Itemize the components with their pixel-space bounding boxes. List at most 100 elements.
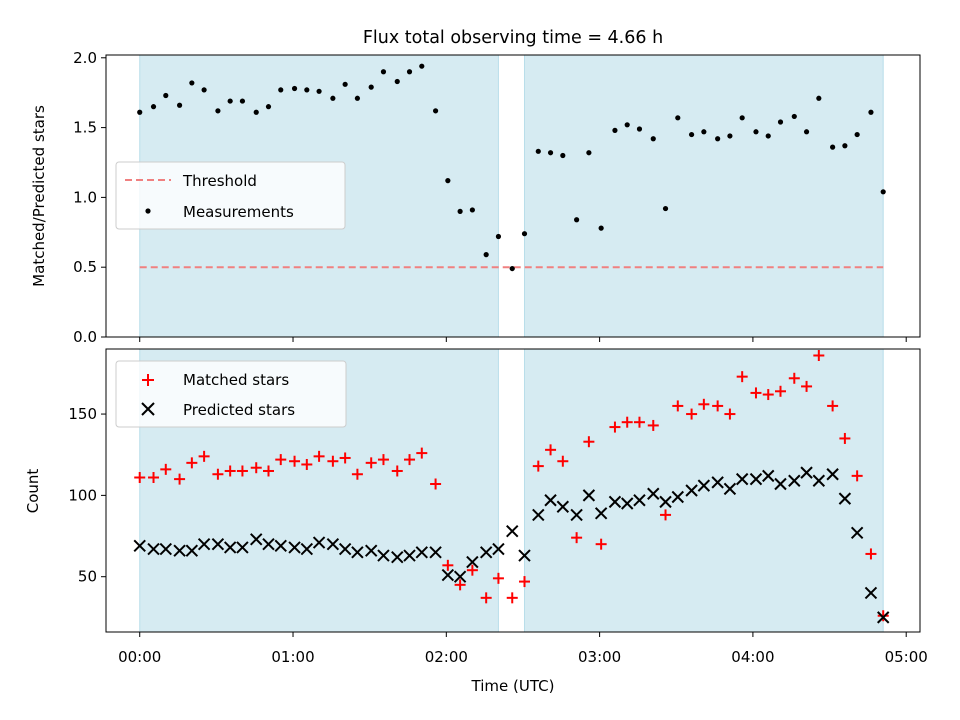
legend-predicted-label: Predicted stars xyxy=(183,401,295,419)
measurement-point xyxy=(688,131,695,138)
measurement-point xyxy=(316,88,322,94)
matched-star-marker xyxy=(557,455,569,467)
predicted-star-marker xyxy=(159,542,172,556)
measurement-point xyxy=(765,133,771,139)
predicted-star-marker xyxy=(492,542,505,556)
predicted-star-marker xyxy=(685,484,698,497)
predicted-star-marker xyxy=(774,477,787,491)
matched-star-marker xyxy=(609,421,621,433)
measurement-point xyxy=(816,95,822,101)
measurement-point xyxy=(560,152,566,159)
measurement-point xyxy=(777,119,784,125)
legend-measurements-label: Measurements xyxy=(183,203,294,221)
matched-star-marker xyxy=(442,559,454,571)
matched-star-marker xyxy=(416,447,428,459)
matched-star-marker xyxy=(647,419,659,431)
matched-star-marker xyxy=(813,350,825,362)
matched-star-marker xyxy=(698,398,710,410)
matched-star-marker xyxy=(736,371,748,383)
matched-star-marker xyxy=(877,610,889,622)
matched-star-marker xyxy=(174,473,186,485)
y-tick-label: 2.0 xyxy=(73,49,97,67)
measurement-point xyxy=(150,104,157,110)
predicted-star-marker xyxy=(364,544,378,557)
predicted-star-marker xyxy=(788,474,801,487)
measurement-point xyxy=(457,208,463,214)
matched-star-marker xyxy=(212,468,224,480)
measurement-point xyxy=(854,131,860,138)
matched-star-marker xyxy=(351,468,363,480)
measurement-point xyxy=(354,95,361,101)
matched-star-marker xyxy=(236,465,248,477)
measurement-point xyxy=(739,115,745,121)
measurement-point xyxy=(265,104,272,110)
predicted-star-marker xyxy=(594,507,608,520)
matched-star-marker xyxy=(532,460,544,472)
x-tick-label: 01:00 xyxy=(271,648,314,666)
matched-star-marker xyxy=(492,572,504,584)
predicted-star-marker xyxy=(762,469,775,483)
matched-star-marker xyxy=(198,450,210,462)
measurement-point xyxy=(509,265,515,272)
predicted-star-marker xyxy=(620,497,634,510)
measurement-point xyxy=(419,63,425,69)
predicted-star-marker xyxy=(711,476,724,489)
matched-star-marker xyxy=(788,372,800,384)
predicted-star-marker xyxy=(185,544,199,557)
predicted-star-marker xyxy=(288,541,301,554)
top-legend: Threshold Measurements xyxy=(115,161,346,230)
measurement-point xyxy=(278,87,284,93)
predicted-star-marker xyxy=(723,482,737,496)
measurement-point xyxy=(574,217,580,223)
matched-star-marker xyxy=(660,509,672,521)
predicted-star-marker xyxy=(582,489,596,502)
measurement-point xyxy=(445,178,451,184)
matched-star-marker xyxy=(160,463,172,475)
measurement-point xyxy=(715,136,721,142)
measurement-point xyxy=(406,69,413,75)
legend-matched-swatch xyxy=(142,374,154,386)
measurement-point xyxy=(868,109,874,115)
predicted-star-marker xyxy=(749,472,763,486)
matched-star-marker xyxy=(865,548,877,560)
measurement-point xyxy=(701,129,707,135)
y-tick-label: 0.0 xyxy=(73,328,97,346)
matched-star-marker xyxy=(224,465,236,477)
predicted-star-marker xyxy=(518,549,531,562)
matched-star-marker xyxy=(404,454,416,466)
legend-predicted-swatch xyxy=(141,402,155,416)
matched-star-marker xyxy=(839,432,851,444)
measurement-point xyxy=(586,150,592,156)
x-tick-label: 02:00 xyxy=(425,648,468,666)
measurement-point xyxy=(791,113,797,120)
matched-star-marker xyxy=(712,400,724,412)
measurement-point xyxy=(880,189,886,195)
top-panel: 0.00.51.01.52.0 Matched/Predicted stars … xyxy=(30,49,921,346)
measurement-point xyxy=(215,108,221,114)
matched-star-marker xyxy=(595,538,607,550)
predicted-star-marker xyxy=(429,546,442,559)
measurement-point xyxy=(650,136,656,142)
predicted-star-marker xyxy=(147,542,160,556)
y-tick-label: 100 xyxy=(68,486,97,504)
matched-star-marker xyxy=(262,465,274,477)
measurement-point xyxy=(521,231,528,237)
predicted-star-marker xyxy=(250,533,263,546)
predicted-star-marker xyxy=(800,466,813,479)
matched-star-marker xyxy=(801,380,813,392)
predicted-star-marker xyxy=(838,492,852,505)
matched-star-marker xyxy=(301,458,313,470)
predicted-star-marker xyxy=(262,537,275,551)
predicted-star-marker xyxy=(312,536,326,549)
measurement-point xyxy=(495,233,502,240)
x-axis-label: Time (UTC) xyxy=(471,677,555,695)
measurement-point xyxy=(803,129,810,135)
measurement-point xyxy=(189,80,195,86)
predicted-star-marker xyxy=(441,568,455,582)
predicted-star-marker xyxy=(608,495,622,509)
matched-star-marker xyxy=(454,579,466,591)
measurement-point xyxy=(753,129,759,135)
predicted-star-marker xyxy=(173,544,186,557)
predicted-star-marker xyxy=(197,537,211,551)
